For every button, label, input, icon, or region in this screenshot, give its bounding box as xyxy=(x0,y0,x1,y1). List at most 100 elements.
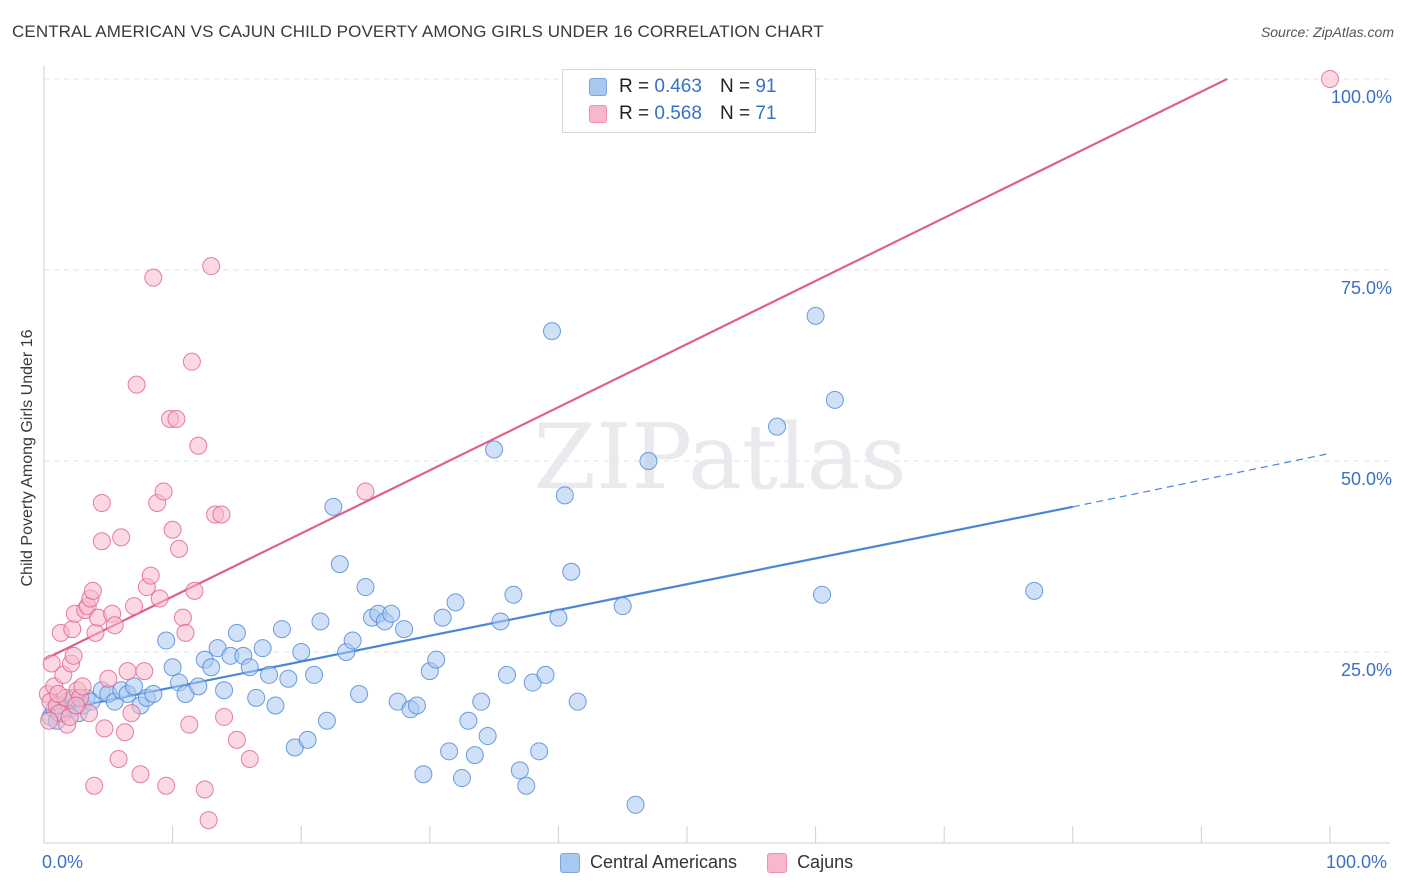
legend-n-value: 91 xyxy=(755,76,777,97)
central-american-point xyxy=(279,669,298,688)
source-label: Source: ZipAtlas.com xyxy=(1260,24,1394,40)
cajun-point xyxy=(202,257,221,276)
cajun-point xyxy=(176,623,195,642)
cajun-point xyxy=(199,811,218,830)
legend-swatch-pink xyxy=(767,852,788,873)
central-american-point xyxy=(292,643,311,661)
central-american-point xyxy=(613,597,632,616)
cajun-point xyxy=(125,597,144,616)
cajun-point xyxy=(83,581,102,600)
legend-n-label: N = xyxy=(719,76,751,97)
central-american-point xyxy=(163,658,182,677)
central-american-point xyxy=(317,711,336,730)
series-legend: Central Americans Cajuns xyxy=(560,852,883,873)
cajun-point xyxy=(185,581,204,600)
cajun-point xyxy=(85,776,104,795)
central-american-point xyxy=(272,620,291,639)
watermark: ZIPatlas xyxy=(533,405,906,510)
legend-n-value: 71 xyxy=(755,103,777,124)
legend-r-label: R = xyxy=(619,103,650,124)
y-tick-50: 50.0% xyxy=(1340,469,1392,489)
legend-swatch-blue xyxy=(560,852,580,873)
legend-r-value: 0.463 xyxy=(654,76,702,97)
central-american-point xyxy=(407,696,426,715)
cajun-point xyxy=(356,482,375,501)
cajun-point xyxy=(64,646,83,665)
central-american-point xyxy=(189,677,208,696)
central-american-point xyxy=(427,650,446,669)
central-american-point xyxy=(157,631,176,650)
cajun-point xyxy=(170,539,189,558)
cajun-point xyxy=(215,707,234,726)
central-american-point xyxy=(452,769,471,788)
cajun-point xyxy=(73,677,92,696)
central-american-point xyxy=(330,555,349,574)
central-american-point xyxy=(266,696,285,715)
central-american-point xyxy=(324,497,343,516)
central-american-point xyxy=(395,620,414,639)
central-american-point xyxy=(459,711,478,730)
cajun-point xyxy=(135,662,154,681)
central-american-point xyxy=(530,742,549,761)
cajun-point xyxy=(131,765,150,784)
central-american-point xyxy=(253,639,272,658)
legend-r-value: 0.568 xyxy=(654,103,702,124)
central-american-point xyxy=(446,593,465,612)
central-american-point xyxy=(202,658,221,677)
central-american-point xyxy=(542,322,561,341)
cajun-point xyxy=(212,505,231,524)
cajun-point xyxy=(49,685,68,704)
legend-label: Cajuns xyxy=(797,852,854,872)
central-american-point xyxy=(260,665,279,684)
x-tick-max: 100.0% xyxy=(1326,852,1388,872)
cajun-point xyxy=(182,352,201,371)
cajun-point xyxy=(92,532,111,551)
central-american-point xyxy=(382,604,401,623)
legend-row-cajuns: R = 0.568 N = 71 xyxy=(589,102,776,126)
central-american-point xyxy=(311,612,330,631)
central-american-point xyxy=(555,486,574,505)
central-american-point xyxy=(356,578,375,597)
cajun-point xyxy=(189,436,208,455)
central-american-point xyxy=(626,795,645,814)
x-tick-min: 0.0% xyxy=(42,852,84,872)
y-tick-100: 100.0% xyxy=(1330,87,1392,107)
cajun-point xyxy=(1321,70,1339,88)
cajun-point xyxy=(109,749,128,768)
data-points xyxy=(38,70,1339,830)
central-american-point xyxy=(536,665,555,684)
cajun-point xyxy=(167,409,186,428)
legend-swatch-blue xyxy=(589,78,607,96)
legend-label: Central Americans xyxy=(590,852,738,872)
central-american-point xyxy=(1025,581,1044,600)
central-american-point xyxy=(806,306,825,325)
legend-r-label: R = xyxy=(619,76,650,97)
central-american-point xyxy=(472,692,491,711)
cajun-point xyxy=(195,780,214,799)
central-american-point xyxy=(215,681,234,700)
central-american-point xyxy=(549,608,568,627)
central-american-point xyxy=(343,631,362,650)
central-american-point xyxy=(497,665,516,684)
stats-legend: R = 0.463 N = 91 R = 0.568 N = 71 xyxy=(562,69,816,133)
cajun-point xyxy=(92,494,111,513)
cajun-point xyxy=(105,616,124,635)
central-american-point xyxy=(517,776,536,795)
central-american-point xyxy=(440,742,459,761)
central-american-point xyxy=(125,677,144,696)
y-tick-25: 25.0% xyxy=(1340,660,1392,680)
central-american-point xyxy=(510,761,529,780)
central-american-point xyxy=(639,452,658,470)
legend-item-cajuns[interactable]: Cajuns xyxy=(767,852,853,873)
central-american-trend-extension xyxy=(1072,452,1331,508)
central-american-point xyxy=(350,685,369,704)
cajun-point xyxy=(40,711,59,730)
central-american-point xyxy=(144,685,163,704)
legend-item-central-americans[interactable]: Central Americans xyxy=(560,852,737,873)
central-american-point xyxy=(768,417,787,436)
central-american-point xyxy=(247,688,266,707)
cajun-point xyxy=(240,749,259,768)
cajun-trend-line xyxy=(43,78,1228,661)
cajun-point xyxy=(118,662,137,681)
